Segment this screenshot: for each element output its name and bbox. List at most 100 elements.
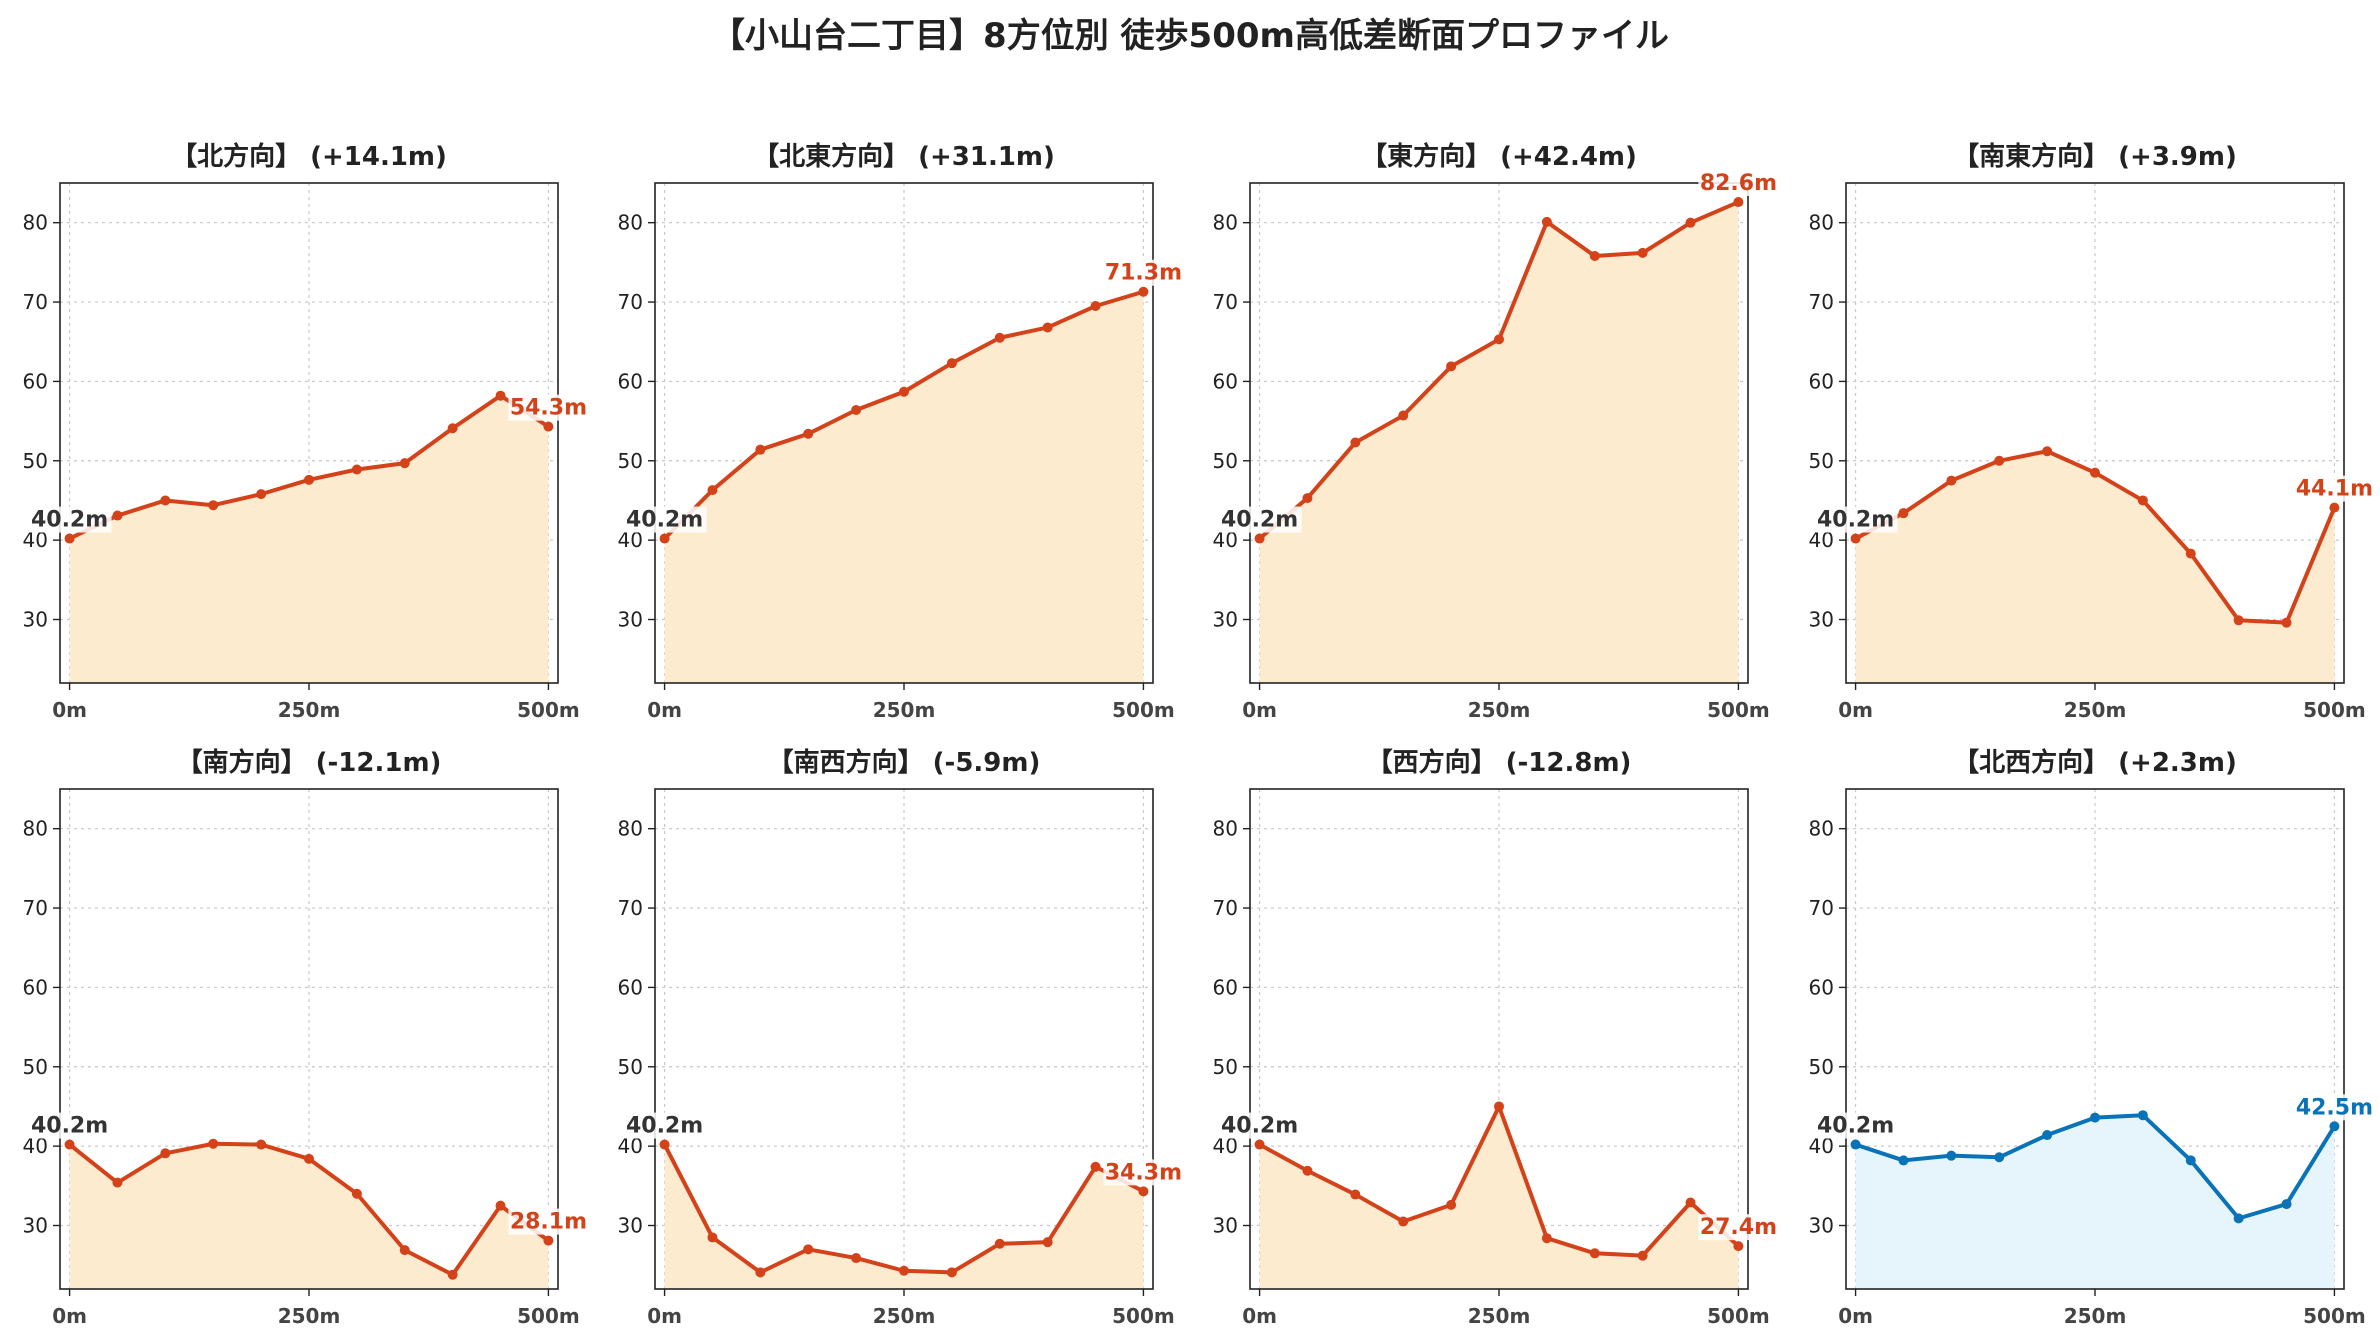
- data-point: [2185, 1155, 2196, 1166]
- y-tick-label: 80: [1213, 817, 1238, 841]
- y-tick-label: 80: [23, 211, 48, 235]
- data-point: [2137, 1110, 2148, 1121]
- panel-title: 【西方向】 (-12.8m): [1367, 747, 1632, 778]
- data-point: [2329, 502, 2340, 513]
- end-label-bg: [508, 394, 591, 421]
- data-point: [2090, 1112, 2100, 1123]
- data-point: [447, 423, 458, 434]
- end-label-bg: [2294, 1094, 2377, 1121]
- data-point: [1302, 493, 1313, 504]
- x-tick-label: 0m: [52, 1304, 87, 1328]
- x-tick-label: 500m: [2303, 1304, 2366, 1328]
- data-point: [1898, 508, 1909, 519]
- y-tick-label: 30: [23, 608, 48, 632]
- data-point: [1350, 1189, 1361, 1200]
- data-point: [707, 1232, 718, 1243]
- y-tick-label: 30: [618, 608, 643, 632]
- start-label: 40.2m: [1817, 1114, 1894, 1139]
- data-point: [64, 1139, 75, 1150]
- x-tick-label: 500m: [1707, 698, 1770, 722]
- data-point: [2281, 617, 2292, 628]
- end-label: 82.6m: [1700, 171, 1777, 196]
- data-point: [1994, 1152, 2005, 1163]
- y-tick-label: 50: [1809, 449, 1834, 473]
- x-tick-label: 0m: [1838, 1304, 1873, 1328]
- start-label-bg: [624, 1112, 707, 1139]
- data-point: [1494, 1101, 1504, 1112]
- series-area: [664, 291, 1144, 683]
- data-point: [256, 489, 267, 500]
- data-point: [351, 464, 362, 475]
- y-tick-label: 60: [1809, 975, 1834, 999]
- data-point: [1946, 475, 1957, 486]
- end-label: 27.4m: [1700, 1215, 1777, 1240]
- data-point: [1042, 1237, 1053, 1248]
- data-point: [2042, 1130, 2053, 1141]
- data-point: [64, 533, 75, 544]
- start-label: 40.2m: [1221, 508, 1298, 533]
- data-point: [1898, 1155, 1909, 1166]
- y-tick-label: 60: [1213, 369, 1238, 393]
- start-label-bg: [1219, 1112, 1302, 1139]
- data-point: [851, 404, 862, 415]
- y-tick-label: 50: [618, 449, 643, 473]
- data-point: [447, 1269, 458, 1280]
- data-point: [208, 500, 219, 511]
- data-point: [543, 1235, 554, 1246]
- x-tick-label: 500m: [1112, 698, 1175, 722]
- y-tick-label: 50: [618, 1055, 643, 1079]
- data-point: [1733, 1241, 1744, 1252]
- panel-title: 【南東方向】 (+3.9m): [1953, 141, 2237, 172]
- end-label: 44.1m: [2296, 477, 2373, 502]
- start-label-bg: [1815, 506, 1898, 533]
- x-tick-label: 250m: [1468, 698, 1531, 722]
- series-area: [664, 1144, 1144, 1289]
- data-point: [1541, 216, 1552, 227]
- end-label-bg: [1698, 1214, 1781, 1241]
- data-point: [755, 444, 766, 455]
- end-label-bg: [1103, 259, 1186, 286]
- data-point: [1541, 1233, 1552, 1244]
- data-point: [1254, 1139, 1265, 1150]
- data-point: [1446, 361, 1457, 372]
- y-tick-label: 50: [1213, 449, 1238, 473]
- data-point: [1042, 322, 1053, 333]
- data-point: [304, 474, 314, 485]
- x-tick-label: 0m: [1242, 1304, 1277, 1328]
- y-tick-label: 30: [618, 1214, 643, 1238]
- data-point: [112, 1177, 123, 1188]
- series-area: [69, 1143, 549, 1289]
- y-tick-label: 80: [1213, 211, 1238, 235]
- data-point: [1302, 1165, 1313, 1176]
- x-tick-label: 250m: [278, 1304, 341, 1328]
- y-tick-label: 30: [23, 1214, 48, 1238]
- start-label: 40.2m: [31, 508, 108, 533]
- data-point: [1254, 533, 1265, 544]
- panel-title: 【南方向】 (-12.1m): [177, 747, 442, 778]
- start-label-bg: [1219, 506, 1302, 533]
- end-label: 54.3m: [510, 396, 587, 421]
- y-tick-label: 70: [1809, 896, 1834, 920]
- data-point: [1350, 437, 1361, 448]
- start-label: 40.2m: [1817, 508, 1894, 533]
- series-area: [69, 395, 549, 683]
- data-point: [543, 421, 554, 432]
- panel-title: 【北東方向】 (+31.1m): [753, 141, 1055, 172]
- end-label-bg: [2294, 475, 2377, 502]
- data-point: [1685, 1197, 1696, 1208]
- data-point: [2233, 615, 2244, 626]
- data-point: [399, 1245, 410, 1256]
- x-tick-label: 500m: [1112, 1304, 1175, 1328]
- start-label-bg: [29, 506, 112, 533]
- data-point: [1637, 247, 1648, 258]
- panel-title: 【北西方向】 (+2.3m): [1953, 747, 2237, 778]
- data-point: [1850, 1139, 1861, 1150]
- end-label: 42.5m: [2296, 1095, 2373, 1120]
- series-area: [1855, 451, 2335, 683]
- y-tick-label: 70: [23, 290, 48, 314]
- y-tick-label: 60: [23, 369, 48, 393]
- y-tick-label: 60: [1809, 369, 1834, 393]
